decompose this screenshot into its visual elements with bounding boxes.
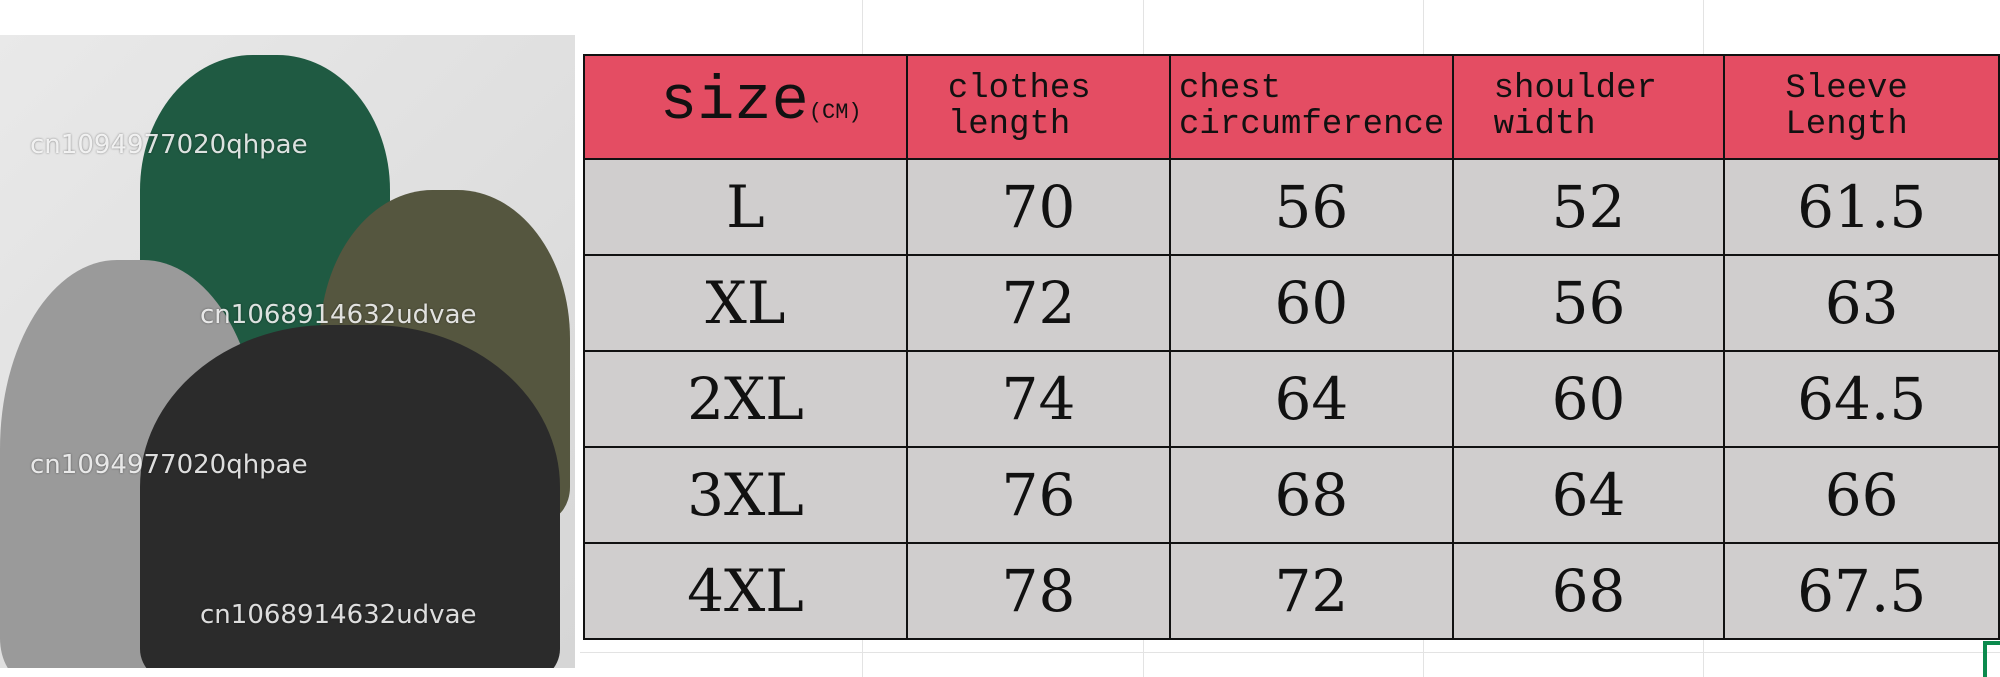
header-text: chest (1179, 70, 1282, 108)
header-shoulder: shoulder width (1451, 54, 1726, 160)
measurement-cell: 72 (905, 254, 1172, 352)
measurement-cell: 61.5 (1723, 158, 2000, 256)
size-cell: 4XL (583, 542, 908, 640)
table-row: XL 72 60 56 63 (583, 254, 2000, 352)
header-text: width (1493, 106, 1596, 144)
header-chest: chest circumference (1169, 54, 1454, 160)
size-cell: 3XL (583, 446, 908, 544)
measurement-cell: 76 (905, 446, 1172, 544)
header-text: Length (1785, 106, 1908, 144)
size-cell: 2XL (583, 350, 908, 448)
size-cell: XL (583, 254, 908, 352)
size-cell: L (583, 158, 908, 256)
sheet-gridline (580, 652, 2000, 653)
header-text: circumference (1179, 106, 1445, 144)
table-row: 2XL 74 64 60 64.5 (583, 350, 2000, 448)
measurement-cell: 70 (905, 158, 1172, 256)
header-clothes-length: clothes length (905, 54, 1172, 160)
header-text: Sleeve (1785, 70, 1908, 108)
measurement-cell: 68 (1451, 542, 1726, 640)
header-text: length (947, 106, 1071, 144)
measurement-cell: 56 (1169, 158, 1454, 256)
table-row: 4XL 78 72 68 67.5 (583, 542, 2000, 640)
measurement-cell: 52 (1451, 158, 1726, 256)
measurement-cell: 74 (905, 350, 1172, 448)
product-photo (0, 35, 575, 668)
table-row: L 70 56 52 61.5 (583, 158, 2000, 256)
measurement-cell: 64 (1451, 446, 1726, 544)
measurement-cell: 66 (1723, 446, 2000, 544)
header-size-label: size (660, 65, 809, 137)
measurement-cell: 64.5 (1723, 350, 2000, 448)
measurement-cell: 63 (1723, 254, 2000, 352)
size-chart-table: size(CM) clothes length chest circumferenc… (583, 54, 2000, 640)
measurement-cell: 56 (1451, 254, 1726, 352)
size-unit: (CM) (808, 99, 862, 125)
header-text: shoulder (1493, 70, 1657, 108)
header-sleeve: Sleeve Length (1723, 54, 2000, 160)
header-row: size(CM) clothes length chest circumferenc… (583, 54, 2000, 160)
measurement-cell: 78 (905, 542, 1172, 640)
header-size: size(CM) (583, 54, 908, 160)
measurement-cell: 64 (1169, 350, 1454, 448)
table-row: 3XL 76 68 64 66 (583, 446, 2000, 544)
cell-selection-corner (1983, 641, 2000, 677)
measurement-cell: 68 (1169, 446, 1454, 544)
measurement-cell: 72 (1169, 542, 1454, 640)
measurement-cell: 67.5 (1723, 542, 2000, 640)
measurement-cell: 60 (1169, 254, 1454, 352)
black-hoodie (140, 325, 560, 668)
header-text: clothes (947, 70, 1091, 108)
measurement-cell: 60 (1451, 350, 1726, 448)
